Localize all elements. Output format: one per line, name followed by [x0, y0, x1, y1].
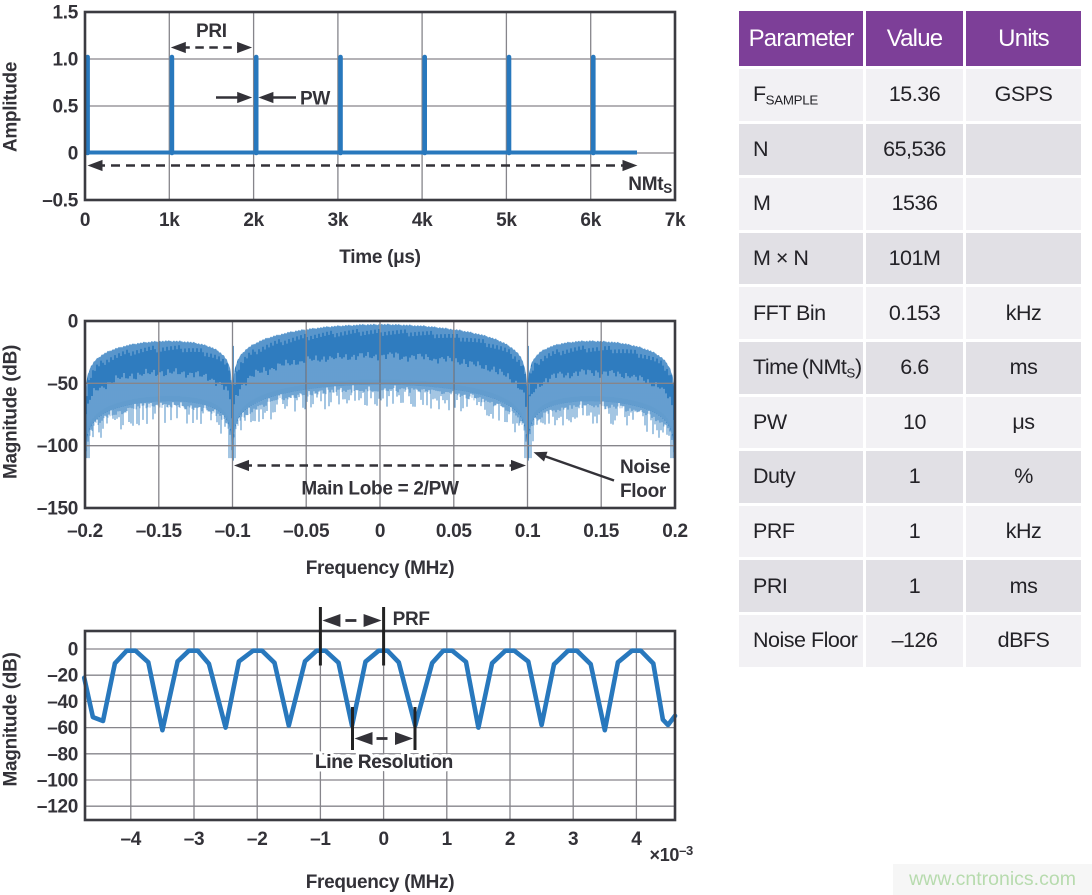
svg-text:1.5: 1.5: [52, 3, 78, 24]
svg-text:3: 3: [568, 829, 578, 850]
svg-text:Magnitude (dB): Magnitude (dB): [1, 345, 22, 479]
svg-text:0: 0: [375, 521, 385, 542]
svg-text:0.1: 0.1: [515, 521, 541, 542]
svg-text:2k: 2k: [243, 210, 264, 231]
svg-text:–150: –150: [37, 499, 78, 520]
svg-text:–4: –4: [121, 829, 142, 850]
svg-text:–2: –2: [247, 829, 268, 850]
svg-text:–20: –20: [47, 666, 78, 687]
svg-text:6k: 6k: [580, 210, 601, 231]
svg-text:PRI: PRI: [196, 21, 227, 42]
svg-text:1: 1: [442, 829, 453, 850]
svg-text:–80: –80: [47, 744, 78, 765]
svg-text:Frequency (MHz): Frequency (MHz): [306, 872, 455, 893]
svg-text:–0.5: –0.5: [42, 191, 79, 212]
svg-text:3k: 3k: [328, 210, 349, 231]
svg-text:Noise: Noise: [620, 457, 670, 478]
svg-text:–100: –100: [37, 771, 78, 792]
svg-text:Frequency (MHz): Frequency (MHz): [306, 558, 455, 579]
svg-text:Amplitude: Amplitude: [1, 62, 22, 152]
svg-text:PW: PW: [300, 89, 330, 110]
svg-text:–100: –100: [37, 436, 78, 457]
svg-text:2: 2: [505, 829, 515, 850]
svg-text:Time (μs): Time (μs): [339, 247, 420, 268]
svg-text:0: 0: [378, 829, 388, 850]
svg-text:0: 0: [80, 210, 90, 231]
svg-text:0: 0: [68, 144, 78, 165]
svg-text:Floor: Floor: [620, 481, 667, 502]
svg-text:0: 0: [68, 640, 78, 661]
svg-text:–3: –3: [184, 829, 205, 850]
svg-text:0: 0: [68, 312, 78, 333]
svg-text:–0.05: –0.05: [283, 521, 330, 542]
svg-text:0.2: 0.2: [662, 521, 688, 542]
svg-text:–1: –1: [310, 829, 331, 850]
svg-text:–50: –50: [47, 374, 78, 395]
svg-text:Magnitude (dB): Magnitude (dB): [1, 652, 22, 786]
svg-text:4k: 4k: [412, 210, 433, 231]
svg-text:–0.1: –0.1: [215, 521, 252, 542]
svg-text:0.5: 0.5: [52, 97, 78, 118]
svg-text:0.15: 0.15: [583, 521, 620, 542]
svg-text:0.05: 0.05: [436, 521, 473, 542]
svg-text:–0.2: –0.2: [67, 521, 103, 542]
svg-text:4: 4: [631, 829, 642, 850]
svg-text:PRF: PRF: [393, 609, 430, 630]
svg-text:–0.15: –0.15: [136, 521, 183, 542]
svg-text:NMtS: NMtS: [628, 174, 672, 196]
svg-text:Line Resolution: Line Resolution: [315, 752, 453, 773]
svg-text:1k: 1k: [159, 210, 180, 231]
svg-text:×10–3: ×10–3: [649, 843, 693, 865]
svg-text:1.0: 1.0: [52, 50, 78, 71]
svg-text:5k: 5k: [496, 210, 517, 231]
svg-text:–40: –40: [47, 692, 78, 713]
svg-text:Main Lobe = 2/PW: Main Lobe = 2/PW: [301, 479, 459, 500]
svg-text:–60: –60: [47, 718, 78, 739]
svg-text:–120: –120: [37, 797, 78, 818]
svg-text:7k: 7k: [665, 210, 686, 231]
svg-text:Line Resolution: Line Resolution: [315, 752, 453, 773]
